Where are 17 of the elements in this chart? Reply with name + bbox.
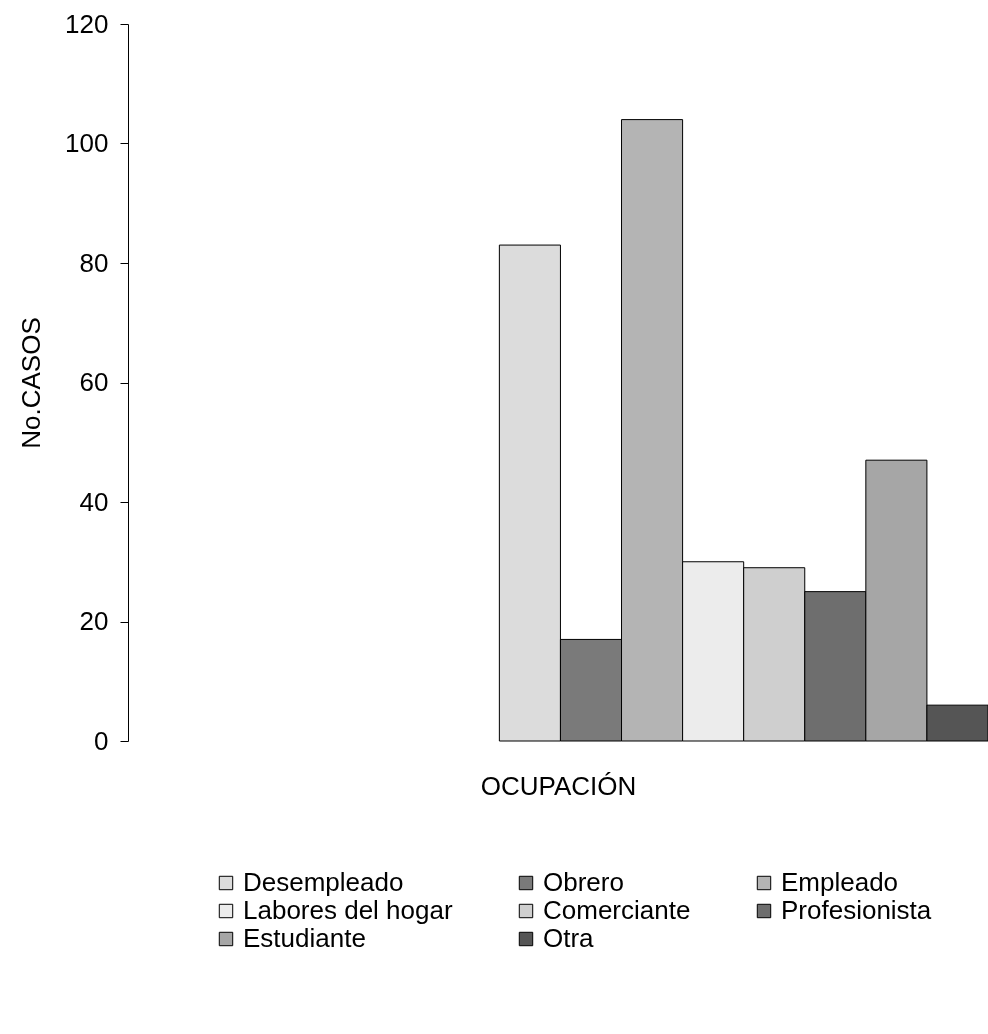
legend-label: Comerciante xyxy=(543,895,691,925)
legend-label: Estudiante xyxy=(243,923,366,953)
x-axis-title: OCUPACIÓN xyxy=(480,770,637,801)
y-tick-label: 0 xyxy=(94,725,109,756)
y-tick-label: 120 xyxy=(65,8,109,39)
legend-label: Profesionista xyxy=(781,895,932,925)
legend-label: Otra xyxy=(543,923,595,953)
y-tick-label: 40 xyxy=(79,486,109,517)
y-tick-label: 80 xyxy=(79,247,109,278)
legend-label: Obrero xyxy=(543,867,624,897)
y-tick-label: 100 xyxy=(65,128,109,158)
y-tick-label: 20 xyxy=(79,606,109,636)
legend-label: Labores del hogar xyxy=(243,895,453,925)
legend-label: Desempleado xyxy=(243,867,404,897)
legend-label: Empleado xyxy=(781,867,899,897)
y-axis-title: No.CASOS xyxy=(16,317,47,449)
y-tick-label: 60 xyxy=(79,367,109,397)
